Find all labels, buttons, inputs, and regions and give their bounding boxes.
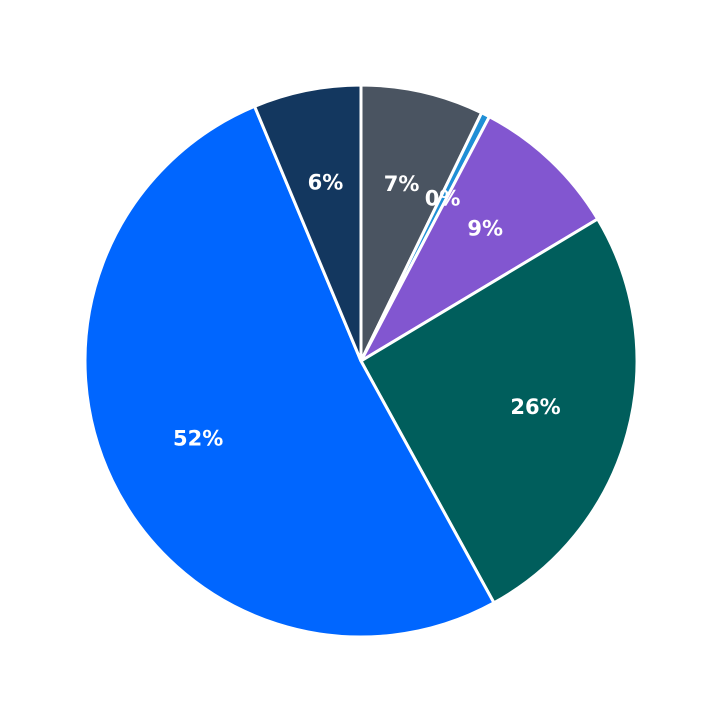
slice-label: 6% [308,171,344,195]
slice-label: 0% [425,187,461,211]
slice-label: 9% [467,217,503,241]
pie-slice [253,83,363,363]
pie-slice [359,217,639,605]
slice-label: 26% [510,395,560,419]
pie-slice [359,83,484,363]
pie-slice [83,104,496,639]
slice-label: 52% [173,427,223,451]
pie-slice [359,115,600,363]
slice-label: 7% [384,172,420,196]
